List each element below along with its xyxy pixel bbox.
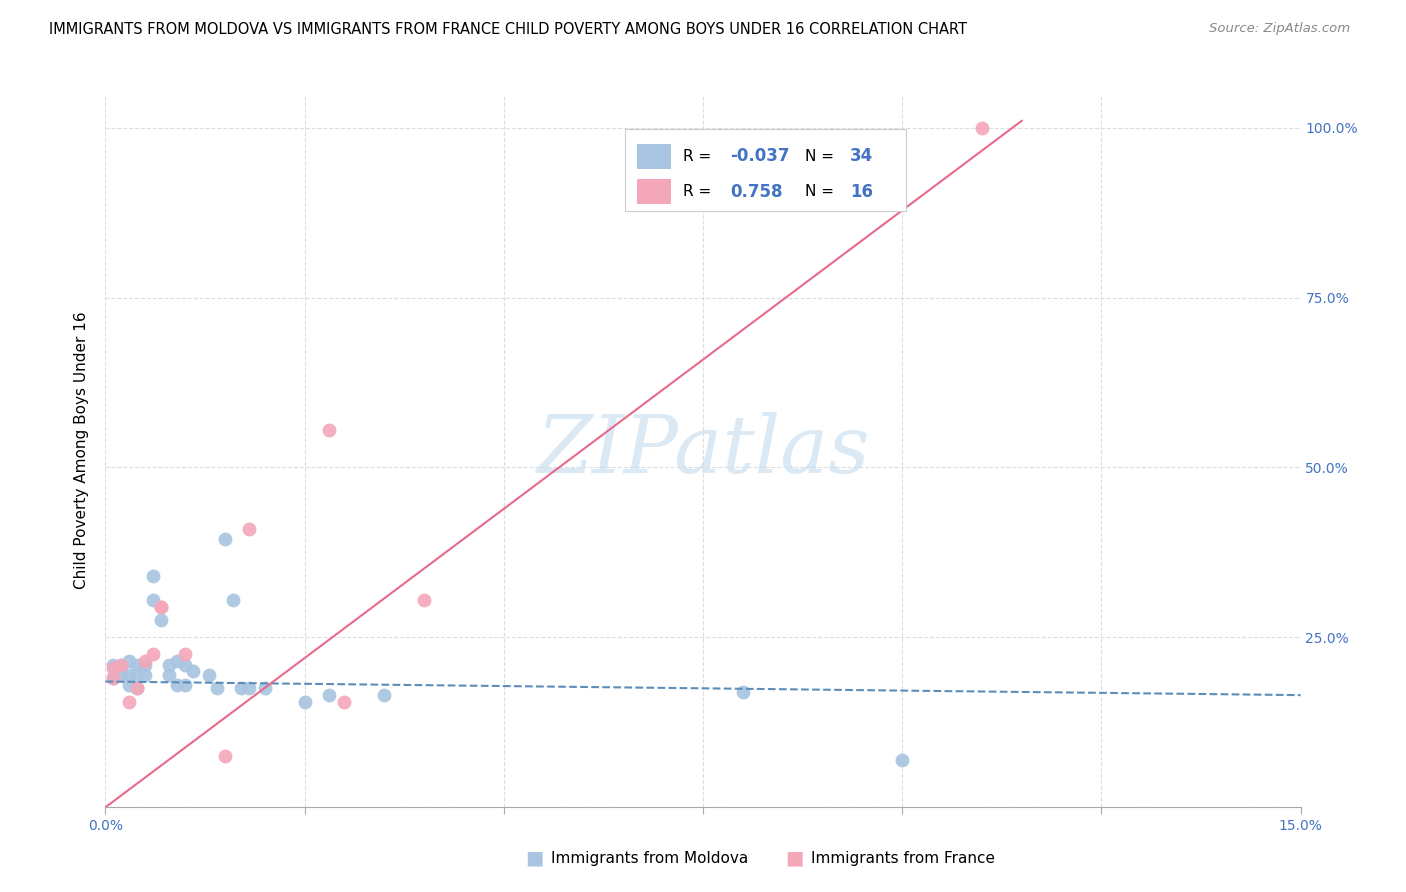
FancyBboxPatch shape	[626, 129, 905, 211]
Point	[118, 654, 141, 668]
Point	[318, 688, 340, 702]
Text: 0.758: 0.758	[731, 183, 783, 201]
Point	[118, 667, 141, 681]
Point	[157, 667, 180, 681]
Point	[174, 657, 197, 672]
Point	[127, 667, 149, 681]
Point	[118, 678, 141, 692]
Text: ZIPatlas: ZIPatlas	[536, 412, 870, 489]
Point	[110, 657, 132, 672]
Point	[181, 665, 204, 679]
Point	[333, 695, 356, 709]
Point	[127, 681, 149, 696]
Point	[118, 695, 141, 709]
Point	[214, 749, 236, 764]
Text: R =: R =	[683, 149, 716, 163]
Point	[205, 681, 228, 696]
Point	[103, 671, 125, 685]
Point	[166, 654, 188, 668]
Text: Source: ZipAtlas.com: Source: ZipAtlas.com	[1209, 22, 1350, 36]
Point	[150, 613, 173, 627]
Text: N =: N =	[804, 149, 838, 163]
Point	[198, 667, 221, 681]
Point	[150, 599, 173, 614]
Text: Immigrants from Moldova: Immigrants from Moldova	[551, 851, 748, 865]
Point	[142, 569, 165, 583]
Text: 16: 16	[851, 183, 873, 201]
Point	[103, 661, 125, 675]
FancyBboxPatch shape	[637, 144, 671, 169]
Point	[110, 667, 132, 681]
Point	[127, 681, 149, 696]
Point	[110, 657, 132, 672]
Point	[318, 423, 340, 437]
Point	[238, 522, 260, 536]
Point	[142, 648, 165, 662]
Point	[150, 599, 173, 614]
FancyBboxPatch shape	[637, 179, 671, 204]
Text: 34: 34	[851, 147, 873, 165]
Point	[253, 681, 276, 696]
Point	[731, 684, 754, 698]
Point	[142, 593, 165, 607]
Y-axis label: Child Poverty Among Boys Under 16: Child Poverty Among Boys Under 16	[75, 311, 90, 590]
Point	[373, 688, 395, 702]
Point	[103, 657, 125, 672]
Point	[174, 678, 197, 692]
Point	[214, 532, 236, 546]
Text: R =: R =	[683, 185, 716, 199]
Point	[970, 120, 993, 135]
Point	[294, 695, 316, 709]
Text: N =: N =	[804, 185, 838, 199]
Point	[157, 657, 180, 672]
Point	[238, 681, 260, 696]
Point	[134, 657, 156, 672]
Text: ■: ■	[524, 848, 544, 868]
Text: -0.037: -0.037	[731, 147, 790, 165]
Point	[174, 648, 197, 662]
Point	[222, 593, 245, 607]
Text: IMMIGRANTS FROM MOLDOVA VS IMMIGRANTS FROM FRANCE CHILD POVERTY AMONG BOYS UNDER: IMMIGRANTS FROM MOLDOVA VS IMMIGRANTS FR…	[49, 22, 967, 37]
Point	[166, 678, 188, 692]
Text: Immigrants from France: Immigrants from France	[811, 851, 995, 865]
Text: ■: ■	[785, 848, 804, 868]
Point	[413, 593, 436, 607]
Point	[127, 657, 149, 672]
Point	[229, 681, 252, 696]
Point	[891, 753, 914, 767]
Point	[134, 667, 156, 681]
Point	[134, 654, 156, 668]
Point	[103, 671, 125, 685]
